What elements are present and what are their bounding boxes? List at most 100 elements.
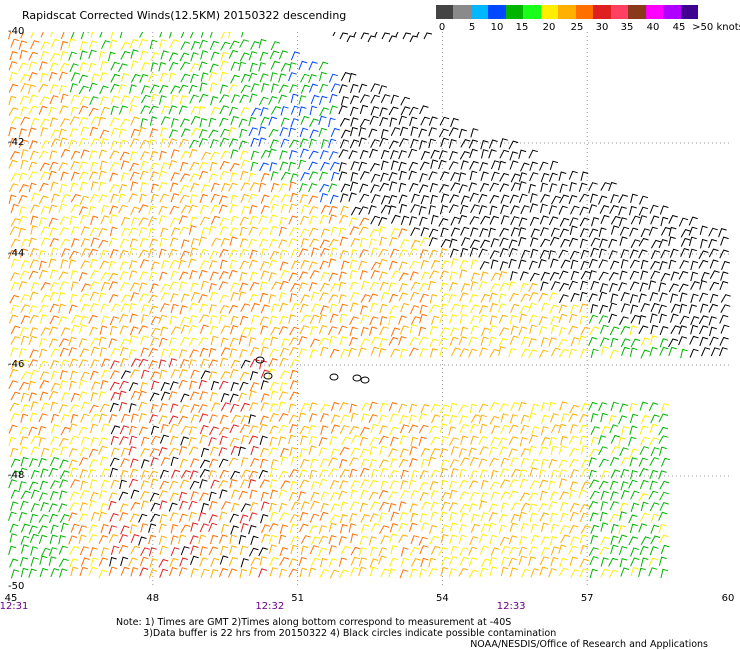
wind-barb bbox=[229, 393, 239, 403]
wind-barb bbox=[229, 478, 238, 489]
wind-barb bbox=[620, 291, 630, 302]
wind-barb bbox=[158, 535, 167, 545]
wind-barb bbox=[158, 523, 167, 533]
wind-barb bbox=[348, 192, 357, 202]
wind-barb bbox=[290, 51, 300, 61]
wind-barb bbox=[249, 346, 260, 356]
wind-barb bbox=[388, 401, 398, 412]
wind-barb bbox=[140, 523, 149, 533]
wind-barb bbox=[349, 259, 358, 269]
wind-barb bbox=[109, 316, 119, 326]
wind-barb bbox=[98, 534, 109, 545]
wind-barb bbox=[350, 480, 360, 490]
wind-barb bbox=[410, 535, 420, 545]
wind-barb bbox=[170, 85, 181, 95]
wind-barb bbox=[398, 403, 408, 413]
wind-barb bbox=[358, 226, 369, 236]
wind-barb bbox=[240, 326, 251, 336]
wind-barb bbox=[118, 204, 128, 214]
wind-barb bbox=[79, 293, 89, 303]
wind-barb bbox=[360, 479, 370, 489]
wind-barb bbox=[229, 348, 238, 358]
wind-barb bbox=[138, 204, 149, 214]
wind-barb bbox=[300, 435, 308, 445]
wind-barb bbox=[339, 313, 347, 324]
wind-barb bbox=[699, 325, 709, 335]
wind-barb bbox=[450, 545, 459, 556]
wind-barb bbox=[58, 534, 66, 545]
wind-barb bbox=[78, 171, 89, 181]
wind-barb bbox=[268, 95, 278, 105]
wind-barb bbox=[8, 107, 19, 117]
wind-barb bbox=[528, 556, 537, 566]
wind-barb bbox=[90, 413, 101, 423]
wind-barb bbox=[59, 459, 69, 469]
wind-barb bbox=[300, 73, 310, 83]
wind-barb bbox=[48, 217, 58, 227]
wind-barb bbox=[98, 490, 108, 500]
wind-barb bbox=[608, 181, 617, 192]
wind-barb bbox=[298, 282, 308, 292]
wind-barb bbox=[520, 249, 531, 259]
wind-barb bbox=[280, 62, 291, 72]
wind-barb bbox=[519, 436, 528, 447]
wind-barb bbox=[570, 259, 579, 270]
wind-barb bbox=[8, 436, 17, 447]
wind-barb bbox=[379, 525, 390, 534]
wind-barb bbox=[258, 215, 268, 225]
wind-barb bbox=[209, 250, 219, 260]
wind-barb bbox=[350, 161, 360, 171]
wind-barb bbox=[300, 294, 310, 304]
wind-barb bbox=[29, 349, 39, 359]
wind-barb bbox=[110, 303, 121, 313]
wind-barb bbox=[89, 96, 99, 106]
wind-barb bbox=[148, 534, 157, 545]
wind-barb bbox=[661, 457, 671, 467]
wind-barb bbox=[540, 337, 549, 347]
wind-barb bbox=[658, 556, 667, 566]
wind-barb bbox=[448, 281, 458, 292]
wind-barb bbox=[120, 160, 130, 170]
wind-barb bbox=[88, 40, 98, 50]
wind-barb bbox=[168, 358, 178, 368]
wind-barb bbox=[180, 41, 191, 51]
wind-barb bbox=[260, 107, 269, 117]
wind-barb bbox=[389, 480, 399, 490]
wind-barb bbox=[208, 173, 218, 183]
wind-barb bbox=[568, 348, 577, 358]
wind-barb bbox=[558, 567, 569, 577]
wind-barb bbox=[169, 435, 179, 446]
wind-barb bbox=[429, 480, 439, 491]
wind-barb bbox=[530, 568, 540, 578]
wind-barb bbox=[108, 500, 117, 511]
wind-barb bbox=[528, 546, 538, 556]
wind-barb bbox=[668, 259, 677, 270]
wind-barb bbox=[138, 390, 147, 400]
wind-barb bbox=[408, 161, 418, 171]
wind-barb bbox=[658, 426, 669, 436]
wind-barb bbox=[179, 52, 190, 62]
wind-barb bbox=[658, 304, 667, 314]
wind-barb bbox=[199, 469, 210, 478]
wind-barb bbox=[499, 536, 510, 546]
wind-barb bbox=[350, 533, 358, 543]
wind-barb bbox=[89, 291, 99, 301]
wind-barb bbox=[469, 491, 480, 501]
wind-barb bbox=[548, 172, 558, 182]
wind-barb bbox=[368, 401, 378, 411]
wind-barb bbox=[429, 338, 439, 348]
wind-barb bbox=[660, 272, 671, 282]
longitude-label: 48 bbox=[146, 593, 160, 604]
wind-barb bbox=[100, 369, 111, 379]
wind-barb bbox=[169, 557, 179, 567]
wind-barb bbox=[460, 226, 470, 236]
wind-barb bbox=[100, 281, 110, 291]
wind-barb bbox=[229, 437, 239, 447]
wind-barb bbox=[79, 490, 90, 499]
wind-barb bbox=[58, 227, 69, 236]
wind-barb bbox=[308, 227, 319, 237]
wind-barb bbox=[158, 248, 167, 259]
wind-barb bbox=[78, 206, 88, 216]
wind-barb bbox=[418, 336, 429, 346]
wind-barb bbox=[558, 348, 569, 358]
